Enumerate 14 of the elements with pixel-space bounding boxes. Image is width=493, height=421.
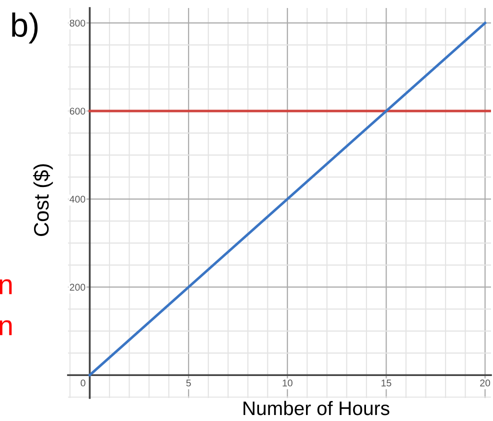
x-tick-label: 20: [480, 380, 490, 386]
y-tick-label: 600: [70, 108, 86, 115]
x-tick-label: 10: [282, 380, 292, 386]
y-axis-title: Cost ($): [33, 164, 53, 236]
text: n: [0, 279, 12, 294]
y-tick-label: 800: [70, 20, 86, 27]
x-tick-label: 0: [80, 380, 86, 386]
y-tick-label: 200: [70, 284, 86, 291]
y-tick-label: 400: [70, 196, 86, 203]
x-tick-label: 15: [382, 380, 392, 386]
chart-title: b): [12, 12, 38, 44]
x-tick-label: 5: [186, 380, 191, 386]
x-axis-title: Number of Hours: [244, 400, 390, 416]
text: n: [0, 320, 12, 336]
